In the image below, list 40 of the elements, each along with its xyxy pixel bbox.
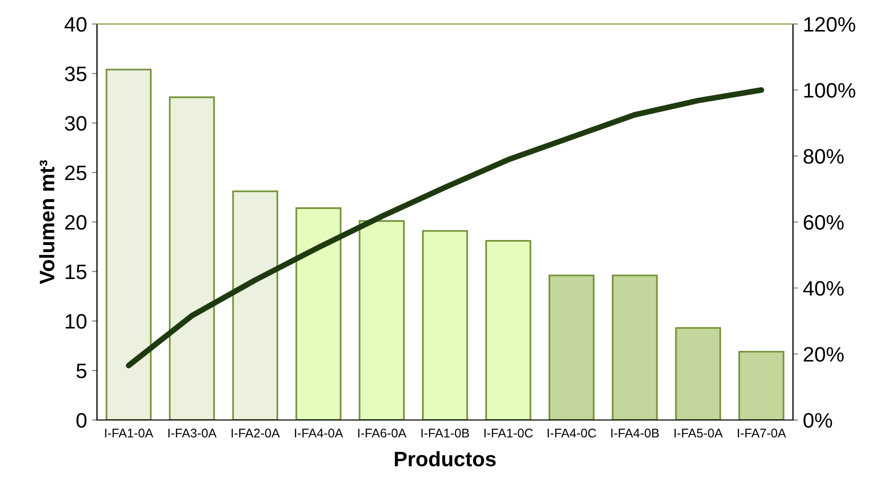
y2-tick-label: 100% <box>804 83 856 98</box>
x-tick-label: I-FA2-0A <box>232 428 280 438</box>
y2-tick-label: 20% <box>804 347 844 362</box>
y-tick-label: 35 <box>64 66 86 82</box>
y-tick-label: 5 <box>76 364 86 378</box>
bar <box>358 220 405 420</box>
bar <box>675 327 722 420</box>
y-tick-label: 10 <box>66 314 86 329</box>
y2-tick-label: 0% <box>804 413 832 428</box>
y-tick-label: 40 <box>64 17 86 32</box>
x-tick-label: I-FA6-0A <box>358 428 406 438</box>
bar <box>548 274 595 420</box>
x-axis-title: Productos <box>394 451 496 466</box>
x-tick-label: I-FA4-0C <box>548 428 596 438</box>
bar <box>232 190 278 420</box>
y-axis-title: Volumen mt³ <box>39 160 54 284</box>
y2-tick-label: 40% <box>803 281 844 296</box>
x-tick-label: I-FA4-0B <box>611 428 659 438</box>
y2-tick-label: 80% <box>804 149 844 164</box>
y-tick-label: 20 <box>65 215 86 230</box>
y-tick-label: 0 <box>76 413 86 428</box>
y-tick-label: 25 <box>65 166 86 180</box>
bar <box>168 96 215 420</box>
y2-tick-label: 60% <box>804 215 844 230</box>
bar <box>738 350 784 420</box>
x-tick-label: I-FA1-0A <box>105 428 154 438</box>
y-tick-label: 30 <box>64 116 86 131</box>
bar <box>612 274 658 420</box>
x-tick-label: I-FA7-0A <box>738 428 786 438</box>
x-tick-label: I-FA3-0A <box>168 428 217 438</box>
x-tick-label: I-FA1-0B <box>421 428 470 438</box>
bar <box>295 207 342 420</box>
y2-tick-label: 120% <box>804 17 856 32</box>
y-tick-label: 15 <box>66 264 86 280</box>
bar <box>422 230 468 420</box>
x-tick-label: I-FA5-0A <box>674 428 723 438</box>
x-tick-label: I-FA1-0C <box>484 428 533 438</box>
x-tick-label: I-FA4-0A <box>294 428 344 438</box>
bar <box>485 240 532 420</box>
bar <box>106 68 152 420</box>
